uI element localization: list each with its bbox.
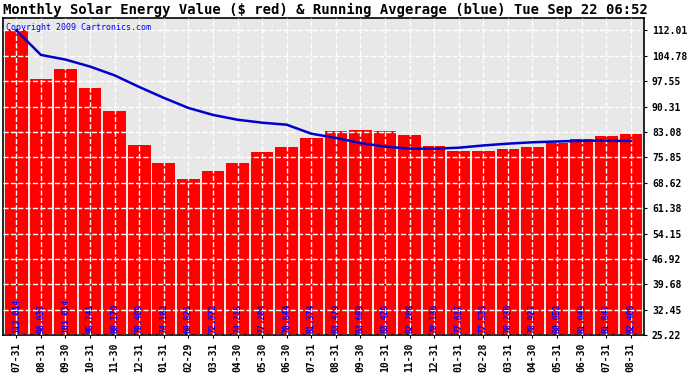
Bar <box>128 145 150 335</box>
Bar <box>546 142 569 335</box>
Bar <box>226 163 249 335</box>
Text: 101.014: 101.014 <box>61 299 70 333</box>
Bar <box>349 130 372 335</box>
Text: 83.429: 83.429 <box>380 304 390 333</box>
Text: 74.182: 74.182 <box>159 304 168 333</box>
Bar <box>521 147 544 335</box>
Text: 79.409: 79.409 <box>135 304 144 333</box>
Bar <box>595 136 618 335</box>
Text: 82.208: 82.208 <box>405 304 414 333</box>
Bar <box>152 163 175 335</box>
Text: 77.617: 77.617 <box>454 304 463 333</box>
Text: 77.284: 77.284 <box>257 304 266 333</box>
Text: 83.699: 83.699 <box>356 304 365 333</box>
Text: 78.230: 78.230 <box>504 304 513 333</box>
Text: 77.533: 77.533 <box>479 304 488 333</box>
Text: 81.049: 81.049 <box>577 304 586 333</box>
Bar <box>423 146 446 335</box>
Text: 72.072: 72.072 <box>208 304 217 333</box>
Bar <box>104 111 126 335</box>
Bar <box>620 134 642 335</box>
Text: 89.170: 89.170 <box>110 304 119 333</box>
Bar <box>79 87 101 335</box>
Text: 112.014: 112.014 <box>12 299 21 333</box>
Bar <box>571 139 593 335</box>
Text: 95.741: 95.741 <box>86 304 95 333</box>
Bar <box>324 130 347 335</box>
Bar <box>30 80 52 335</box>
Text: 83.479: 83.479 <box>331 304 340 333</box>
Text: 78.844: 78.844 <box>282 304 291 333</box>
Text: 81.374: 81.374 <box>307 304 316 333</box>
Bar <box>5 30 28 335</box>
Text: 81.847: 81.847 <box>602 304 611 333</box>
Bar <box>398 135 421 335</box>
Text: 69.821: 69.821 <box>184 304 193 333</box>
Text: 80.052: 80.052 <box>553 304 562 333</box>
Text: Copyright 2009 Cartronics.com: Copyright 2009 Cartronics.com <box>6 23 151 32</box>
Bar <box>275 147 298 335</box>
Bar <box>201 171 224 335</box>
Bar <box>250 152 273 335</box>
Text: 82.400: 82.400 <box>627 304 635 333</box>
Bar <box>177 178 199 335</box>
Bar <box>300 138 322 335</box>
Text: 79.136: 79.136 <box>430 304 439 333</box>
Text: 78.927: 78.927 <box>528 304 537 333</box>
Bar <box>497 149 519 335</box>
Text: 74.215: 74.215 <box>233 304 242 333</box>
Bar <box>447 151 470 335</box>
Bar <box>54 69 77 335</box>
Bar <box>374 131 396 335</box>
Bar <box>472 152 495 335</box>
Text: Monthly Solar Energy Value ($ red) & Running Avgerage (blue) Tue Sep 22 06:52: Monthly Solar Energy Value ($ red) & Run… <box>3 3 648 17</box>
Text: 98.037: 98.037 <box>37 304 46 333</box>
